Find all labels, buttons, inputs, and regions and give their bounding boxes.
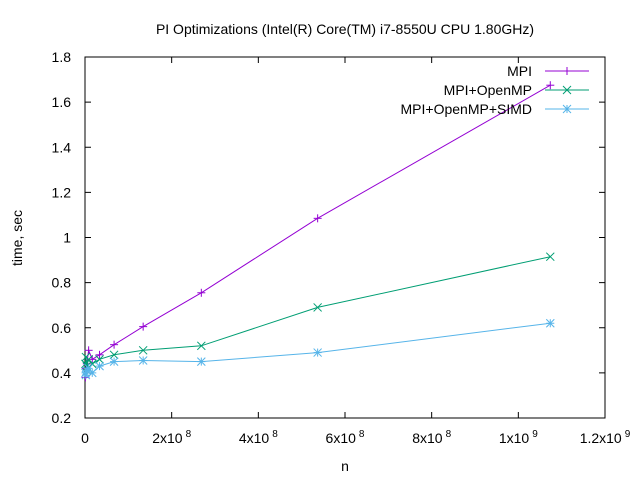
x-tick-base: 1x10 bbox=[499, 430, 530, 446]
marker-stroke bbox=[313, 303, 322, 312]
legend-label: MPI+OpenMP bbox=[444, 82, 532, 98]
data-point bbox=[545, 252, 555, 262]
series-line bbox=[85, 84, 551, 378]
data-point bbox=[95, 354, 104, 364]
data-point bbox=[84, 354, 93, 364]
series-mpi-openmp bbox=[81, 252, 555, 371]
y-tick-label: 0.8 bbox=[52, 275, 72, 291]
x-tick-label: 6x10 8 bbox=[326, 429, 365, 446]
legend-item: MPI bbox=[507, 63, 589, 79]
x-tick-label: 8x10 8 bbox=[412, 429, 451, 446]
y-tick-label: 1.4 bbox=[52, 139, 72, 155]
plot-area bbox=[84, 56, 606, 419]
y-axis-label: time, sec bbox=[9, 210, 25, 266]
x-tick-base: 6x10 bbox=[326, 430, 357, 446]
x-tick-base: 0 bbox=[81, 430, 89, 446]
data-point bbox=[545, 318, 555, 328]
x-tick-exponent: 8 bbox=[446, 429, 452, 440]
legend-item: MPI+OpenMP bbox=[444, 82, 589, 98]
x-tick-exponent: 9 bbox=[625, 429, 631, 440]
legend-item: MPI+OpenMP+SIMD bbox=[401, 101, 589, 117]
x-tick-exponent: 8 bbox=[272, 429, 278, 440]
marker-stroke bbox=[545, 252, 555, 262]
marker-stroke bbox=[81, 359, 90, 369]
data-point bbox=[88, 355, 97, 364]
x-tick-base: 1.2x10 bbox=[580, 430, 622, 446]
y-tick-label: 0.4 bbox=[52, 365, 72, 381]
y-tick-label: 0.6 bbox=[52, 320, 72, 336]
series-group bbox=[81, 81, 555, 382]
data-point bbox=[87, 359, 97, 369]
series-mpi-openmp-simd bbox=[81, 318, 555, 380]
y-tick-label: 1.8 bbox=[52, 49, 72, 65]
data-point bbox=[139, 322, 148, 331]
marker-stroke bbox=[313, 348, 322, 357]
y-tick-label: 1 bbox=[63, 230, 71, 246]
data-point bbox=[109, 357, 119, 366]
legend: MPI MPI+OpenMP MPI+OpenMP+SIMD bbox=[401, 63, 589, 117]
y-tick-label: 0.2 bbox=[52, 410, 72, 426]
y-tick-label: 1.2 bbox=[52, 184, 72, 200]
tick-labels: 0.20.40.60.811.21.41.61.80 2x10 8 4x10 8 6x10… bbox=[52, 49, 631, 446]
marker-stroke bbox=[87, 368, 97, 378]
marker-stroke bbox=[87, 359, 97, 369]
legend-label: MPI bbox=[507, 63, 532, 79]
x-tick-base: 2x10 bbox=[152, 430, 183, 446]
marker-stroke bbox=[95, 361, 104, 371]
legend-marker bbox=[562, 85, 572, 95]
marker-stroke bbox=[562, 104, 572, 114]
marker-stroke bbox=[109, 357, 119, 366]
x-tick-label: 0 bbox=[81, 430, 89, 446]
marker-stroke bbox=[545, 318, 555, 328]
data-point bbox=[138, 345, 148, 355]
data-point bbox=[196, 357, 206, 366]
x-tick-exponent: 8 bbox=[359, 429, 365, 440]
marker-stroke bbox=[196, 341, 206, 351]
x-tick-label: 1x10 9 bbox=[499, 429, 538, 446]
data-point bbox=[196, 341, 206, 351]
x-axis-label: n bbox=[341, 458, 349, 474]
data-point bbox=[546, 81, 555, 90]
x-tick-label: 4x10 8 bbox=[239, 429, 278, 446]
data-point bbox=[313, 348, 322, 357]
marker-stroke bbox=[562, 85, 572, 95]
data-point bbox=[95, 361, 104, 371]
marker-stroke bbox=[84, 354, 93, 364]
series-mpi bbox=[81, 81, 555, 382]
data-point bbox=[110, 340, 119, 349]
data-point bbox=[138, 356, 148, 365]
y-tick-label: 1.6 bbox=[52, 94, 72, 110]
marker-stroke bbox=[138, 345, 148, 355]
legend-marker bbox=[562, 104, 572, 114]
marker-stroke bbox=[138, 356, 148, 365]
x-tick-base: 4x10 bbox=[239, 430, 270, 446]
data-point bbox=[313, 303, 322, 312]
data-point bbox=[84, 346, 93, 355]
x-tick-exponent: 9 bbox=[532, 429, 538, 440]
marker-stroke bbox=[109, 350, 119, 360]
chart-title: PI Optimizations (Intel(R) Core(TM) i7-8… bbox=[156, 21, 534, 37]
x-tick-exponent: 8 bbox=[186, 429, 192, 440]
legend-marker bbox=[563, 67, 571, 75]
x-tick-label: 1.2x10 9 bbox=[580, 429, 631, 446]
marker-stroke bbox=[84, 364, 93, 373]
data-point bbox=[197, 288, 206, 297]
data-point bbox=[109, 350, 119, 360]
x-tick-base: 8x10 bbox=[412, 430, 443, 446]
data-point bbox=[95, 350, 104, 359]
x-tick-label: 2x10 8 bbox=[152, 429, 191, 446]
data-point bbox=[87, 368, 97, 378]
marker-stroke bbox=[196, 357, 206, 366]
legend-label: MPI+OpenMP+SIMD bbox=[401, 101, 533, 117]
data-point bbox=[81, 359, 90, 369]
data-point bbox=[313, 214, 322, 223]
data-point bbox=[84, 364, 93, 373]
marker-stroke bbox=[95, 354, 104, 364]
